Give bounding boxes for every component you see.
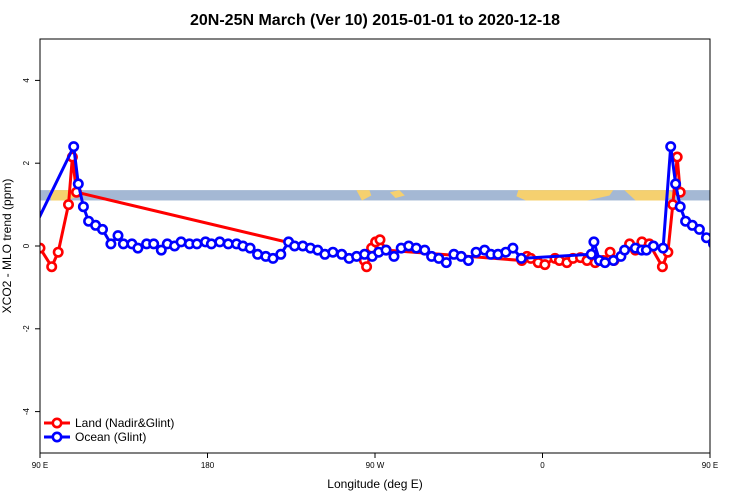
data-point-ocean [599,257,611,269]
data-point-ocean [462,254,474,266]
data-point-ocean [77,201,89,213]
map-strip-land [356,190,372,201]
map-strip-land [389,190,405,198]
data-point-ocean [244,242,256,254]
series-layer [40,141,750,273]
map-strip-ocean [40,190,710,201]
x-tick-label: 90 E [32,461,48,470]
y-tick-label: -2 [22,325,31,333]
data-point-ocean [665,141,677,153]
data-point-ocean [647,240,659,252]
data-point-ocean [708,239,710,249]
data-point-ocean [72,178,84,190]
data-point-ocean [701,232,710,244]
map-strip-land [624,190,677,201]
data-point-ocean [724,240,732,248]
data-point-land [539,259,551,271]
data-point-ocean [105,238,117,250]
data-point-ocean [588,236,600,248]
x-axis-label: Longitude (deg E) [327,477,422,491]
data-point-ocean [117,238,129,250]
data-point-ocean [470,246,482,258]
legend-swatch-marker [51,431,63,443]
data-point-ocean [515,252,527,264]
y-tick-label: 4 [22,78,31,83]
data-point-ocean [327,246,339,258]
data-point-ocean [388,250,400,262]
data-point-land [40,242,46,254]
data-point-ocean [410,242,422,254]
data-point-ocean [657,242,669,254]
data-point-ocean [155,244,167,256]
x-tick-label: 180 [201,461,215,470]
data-point-ocean [507,242,519,254]
map-strip [40,190,710,201]
data-point-ocean [693,223,705,235]
x-tick-label: 90 E [702,461,718,470]
legend-item-ocean: Ocean (Glint) [44,430,146,444]
data-point-ocean [674,201,686,213]
data-point-ocean [205,238,217,250]
data-point-ocean [132,242,144,254]
data-point-ocean [419,244,431,256]
chart-title: 20N-25N March (Ver 10) 2015-01-01 to 202… [190,12,560,29]
data-point-land [46,261,58,273]
legend-swatch-marker [51,417,63,429]
data-point-ocean [191,238,203,250]
data-point-ocean [148,238,160,250]
x-tick-label: 90 W [366,461,385,470]
data-point-ocean [440,257,452,269]
y-tick-label: -4 [22,407,31,415]
data-point-ocean [738,244,746,252]
data-point-ocean [275,248,287,260]
legend-item-land: Land (Nadir&Glint) [44,416,174,430]
data-point-ocean [97,223,109,235]
y-axis: -4 -2 0 2 4 [22,39,41,453]
data-point-ocean [112,230,124,242]
x-tick-label: 0 [540,461,545,470]
data-point-land [361,261,373,273]
data-point-ocean [670,178,682,190]
data-point-land [656,261,668,273]
x-axis: 90 E 180 90 W 0 90 E [32,452,718,470]
data-point-ocean [619,244,631,256]
data-point-land [52,246,64,258]
data-point-ocean [745,240,750,248]
data-point-ocean [716,231,724,239]
data-point-land [63,199,75,211]
map-strip-land [516,190,614,201]
y-axis-label: XCO2 - MLO trend (ppm) [0,179,14,314]
data-point-ocean [68,141,80,153]
data-point-land [374,234,386,246]
data-point-ocean [585,248,597,260]
legend-label: Land (Nadir&Glint) [75,416,174,430]
legend-label: Ocean (Glint) [75,430,146,444]
legend: Land (Nadir&Glint)Ocean (Glint) [44,416,174,444]
y-tick-label: 2 [22,160,31,165]
y-tick-label: 0 [22,243,31,248]
data-point-ocean [214,236,226,248]
data-point-ocean [380,244,392,256]
data-point-land [671,151,683,163]
data-point-ocean [731,240,739,248]
